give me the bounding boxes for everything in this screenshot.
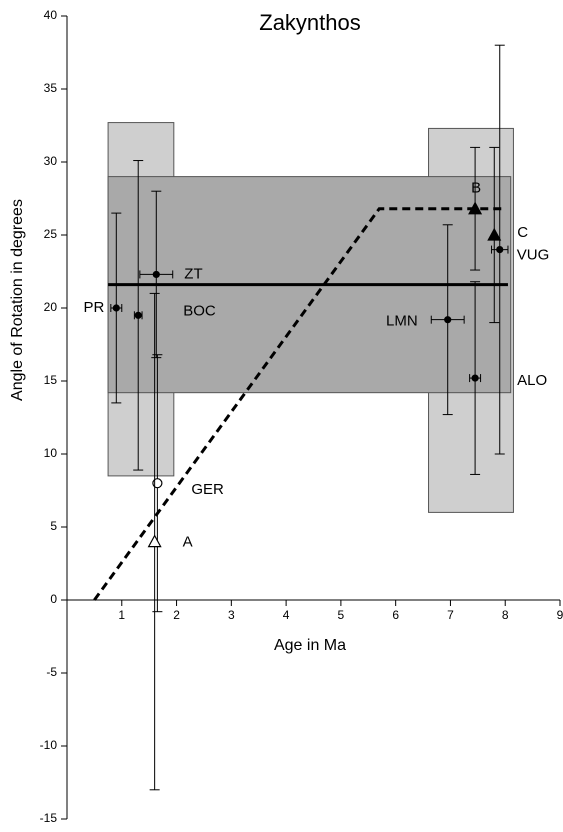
y-tick-label: 5	[50, 519, 57, 533]
x-tick-label: 4	[283, 608, 290, 622]
y-tick-label: 25	[44, 227, 58, 241]
point-label: VUG	[517, 247, 550, 264]
y-tick-label: -5	[46, 665, 57, 679]
x-tick-label: 2	[173, 608, 180, 622]
point-label: ZT	[184, 265, 202, 282]
data-point	[152, 270, 160, 279]
data-point	[444, 316, 452, 324]
point-label: B	[471, 180, 481, 197]
y-tick-label: -10	[40, 738, 58, 752]
y-tick-label: 0	[50, 592, 57, 606]
y-tick-label: 10	[44, 446, 58, 460]
x-tick-label: 3	[228, 608, 235, 622]
y-tick-label: 15	[44, 373, 58, 387]
x-tick-label: 1	[118, 608, 125, 622]
point-label: GER	[191, 481, 224, 498]
y-tick-label: 40	[44, 8, 58, 22]
x-tick-label: 9	[557, 608, 563, 622]
y-tick-label: -15	[40, 811, 58, 825]
x-axis-label: Age in Ma	[274, 637, 346, 654]
data-point	[471, 374, 479, 382]
y-axis-label: Angle of Rotation in degrees	[9, 199, 26, 401]
point-label: C	[517, 224, 528, 241]
y-tick-label: 35	[44, 81, 58, 95]
point-label: A	[183, 534, 193, 551]
point-label: LMN	[386, 313, 418, 330]
data-point	[147, 534, 162, 548]
point-label: BOC	[183, 302, 216, 319]
data-point	[112, 304, 120, 312]
x-tick-label: 5	[338, 608, 345, 622]
model-line	[93, 207, 506, 601]
x-tick-label: 7	[447, 608, 454, 622]
data-point	[134, 311, 142, 319]
y-tick-label: 30	[44, 154, 58, 168]
data-point	[487, 227, 502, 241]
point-label: PR	[83, 299, 104, 316]
y-tick-label: 20	[44, 300, 58, 314]
x-tick-label: 6	[392, 608, 399, 622]
data-point	[468, 201, 483, 215]
data-point	[496, 246, 504, 254]
chart-title: Zakynthos	[259, 10, 361, 35]
point-label: ALO	[517, 372, 547, 389]
x-tick-label: 8	[502, 608, 509, 622]
